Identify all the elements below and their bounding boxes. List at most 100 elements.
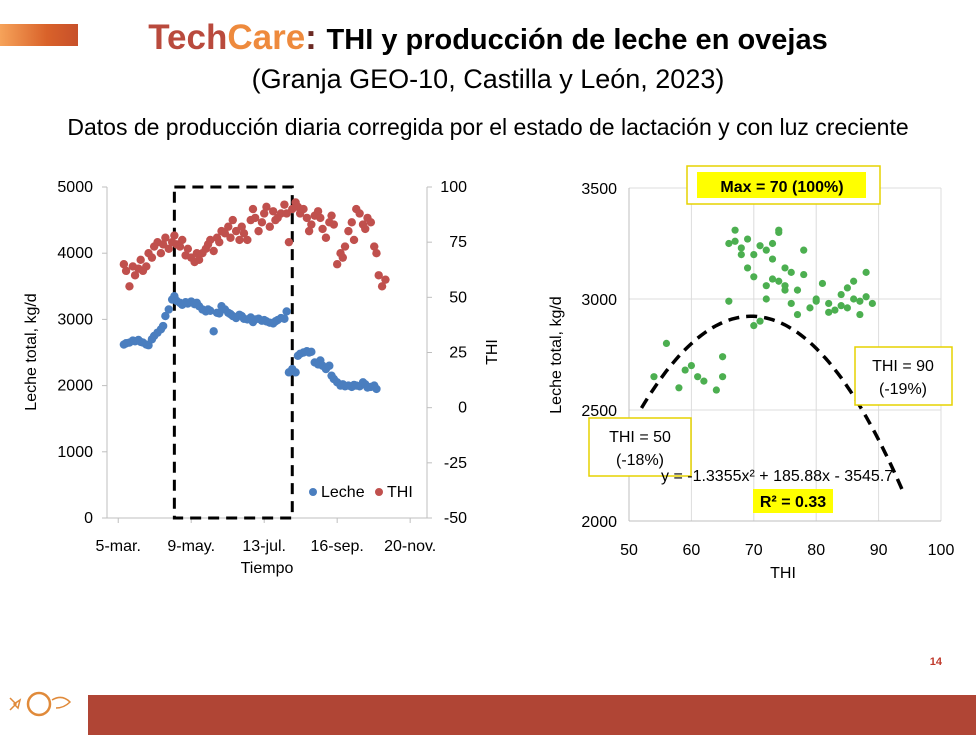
thi-leche-point [843,284,852,292]
left-xtick-label: 20-nov. [384,538,436,555]
right-ytick-label: 3000 [581,292,617,309]
thi-point [251,213,260,223]
thi-point [366,218,376,227]
thi-point [372,249,381,258]
thi-leche-point [694,373,702,381]
left-ytick-label: 1000 [57,444,93,461]
thi-leche-point [862,268,870,276]
thi-leche-point [806,304,814,312]
thi-leche-point [725,297,733,305]
page-number: 14 [929,656,942,668]
thi-point [268,207,278,216]
techcare-logo [9,691,72,717]
thi-point [307,220,316,229]
thi-point [381,275,390,284]
thi-leche-point [725,239,733,248]
thi-leche-point [743,235,752,243]
thi-leche-point [719,373,727,381]
left-xtick-label: 13-jul. [242,538,286,555]
thi-point [170,231,179,240]
thi90-annotation-line1: THI = 90 [872,358,934,375]
thi-point [265,222,275,231]
max-annotation-text: Max = 70 (100%) [720,179,843,196]
thi-leche-point [731,226,739,234]
thi-point [215,237,224,247]
thi-leche-point [781,264,789,272]
leche-point [307,347,316,357]
thi-point [194,255,204,265]
thi-leche-point [818,279,827,288]
thi-leche-point [856,297,864,305]
thi-leche-point [750,251,758,259]
left-y2tick-label: 0 [458,400,467,417]
slide-description: Datos de producción diaria corregida por… [67,114,909,140]
right-ytick-label: 2500 [581,403,617,420]
thi-point [175,242,185,251]
thi-point [228,215,237,225]
leche-point [164,305,173,314]
left-ytick-label: 4000 [57,245,93,262]
highlight-window-box [172,185,294,520]
thi-leche-point [825,308,833,316]
left-xtick-label: 16-sep. [310,538,363,555]
thi-point [302,213,312,223]
leche-point [291,368,300,377]
left-y-axis-label: Leche total, kg/d [23,293,40,410]
thi-leche-point [831,306,839,314]
thi-leche-point [837,290,845,299]
left-x-axis-label: Tiempo [241,560,294,577]
leche-point [280,314,289,323]
thi50-annotation-box [588,417,692,477]
quadratic-trendline [640,314,906,494]
thi-point [370,242,379,251]
thi-leche-point [781,286,789,294]
thi-leche-point [787,299,795,308]
thi-point [284,237,294,247]
thi-leche-point [868,299,876,308]
leche-point [282,307,291,316]
thi-leche-point [850,277,858,285]
thi-leche-point [756,242,764,250]
thi-leche-point [787,268,795,276]
left-y2tick-label: 100 [440,179,467,196]
thi-leche-point [793,310,802,319]
thi-point [136,255,145,265]
thi-point [158,240,168,249]
thi-point [355,209,364,218]
thi-point [237,222,246,231]
thi-point [161,233,170,242]
left-ytick-label: 2000 [57,378,93,395]
leche-point [372,384,381,394]
thi-leche-point [743,264,752,272]
thi-point [344,226,353,236]
leche-thi-time-chart: 0 1000 2000 3000 4000 5000 -50 -25 0 25 50 75 100 5… [23,179,501,577]
thi-leche-point [662,339,671,347]
thi-leche-point [675,384,683,392]
thi-leche-point [850,295,858,303]
right-xtick-label: 100 [928,542,955,559]
thi-leche-point [756,317,764,325]
thi-point [130,271,140,280]
thi-leche-point [737,244,745,252]
thi-point [178,235,187,245]
r2-highlight [753,489,833,513]
thi-point [220,229,230,238]
leche-vs-thi-chart: 2000 2500 3000 3500 50 60 70 80 90 100 Leche tot… [548,165,955,582]
thi-leche-point [681,366,689,374]
right-y-axis-label: Leche total, kg/d [548,296,565,413]
thi-point [318,224,327,234]
footer-bar [88,695,976,735]
thi50-annotation-line2: (-18%) [616,452,664,469]
thi-leche-point [700,377,708,385]
thi-leche-point [762,295,770,303]
thi-point [332,260,342,269]
thi-leche-point [762,246,770,254]
thi-point [226,233,235,242]
thi-leche-point [719,353,727,361]
thi-leche-point [800,270,808,279]
thi-point [377,282,387,291]
brand-tech-text: Tech [148,18,228,57]
thi-point [329,220,339,229]
brand-colon-text: : [305,18,317,57]
thi-point [231,226,241,236]
